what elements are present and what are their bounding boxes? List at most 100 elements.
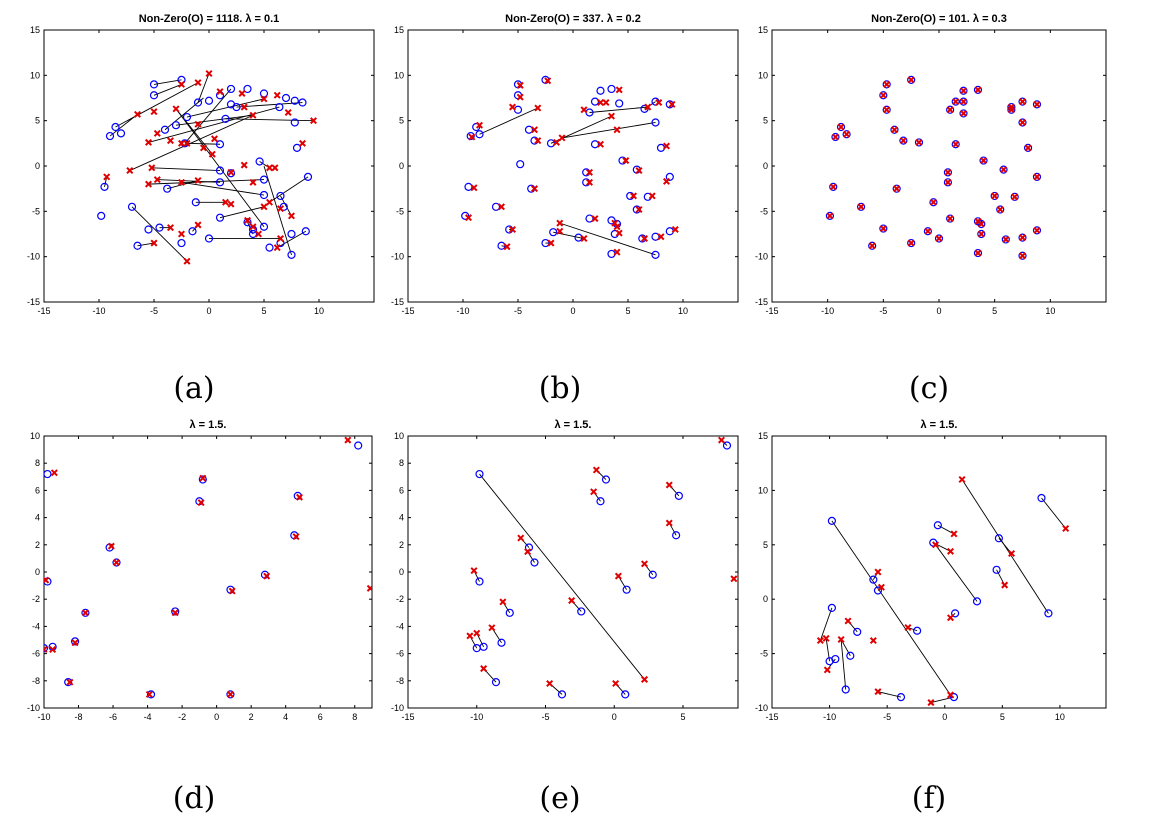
x-tick-label: -5 <box>879 306 887 316</box>
x-tick-label: 5 <box>1000 712 1005 722</box>
data-point-circle <box>827 516 836 525</box>
data-point-cross <box>585 178 594 186</box>
data-point-circle <box>524 125 534 134</box>
panel-title: Non-Zero(O) = 337. λ = 0.2 <box>505 13 641 25</box>
data-point-circle <box>204 234 214 243</box>
data-point-cross <box>66 678 74 686</box>
data-point-cross <box>468 133 476 141</box>
match-line <box>935 544 978 602</box>
data-point-circle <box>64 678 73 687</box>
data-point-cross <box>585 168 594 176</box>
axes-frame <box>43 29 375 303</box>
panel-caption: (f) <box>912 781 947 816</box>
data-point-cross <box>1001 581 1009 589</box>
data-point-circle <box>951 97 960 106</box>
data-point-circle <box>479 642 488 651</box>
data-point-cross <box>112 558 121 566</box>
data-point-cross <box>640 675 649 683</box>
match-line <box>819 607 833 641</box>
data-point-cross <box>150 108 158 116</box>
data-point-cross <box>959 98 968 106</box>
data-point-circle <box>972 597 982 606</box>
y-tick-label: -5 <box>396 206 404 216</box>
data-point-cross <box>153 176 161 184</box>
data-point-cross <box>568 597 576 605</box>
data-point-circle <box>846 651 855 660</box>
x-tick-label: -15 <box>37 306 50 316</box>
data-point-circle <box>882 105 891 114</box>
data-point-cross <box>893 185 901 193</box>
data-point-cross <box>648 192 656 200</box>
data-point-circle <box>959 109 968 118</box>
y-tick-label: -2 <box>32 594 40 604</box>
panel-a: -15 -10 -5 0 5 10 -15 -10 -5 0 5 10 15 Non-Zero(O) = … <box>27 13 375 406</box>
data-point-circle <box>116 129 126 138</box>
data-point-circle <box>585 214 594 223</box>
data-point-circle <box>873 586 883 595</box>
data-point-cross <box>516 81 524 89</box>
data-point-circle <box>951 140 960 149</box>
data-point-cross <box>276 235 285 243</box>
y-tick-label: 0 <box>399 567 404 577</box>
data-point-cross <box>874 568 882 576</box>
data-point-circle <box>182 112 192 122</box>
match-line <box>184 88 232 144</box>
data-point-cross <box>199 144 208 152</box>
data-point-circle <box>914 138 924 147</box>
data-point-cross <box>166 224 175 232</box>
data-point-cross <box>133 110 142 118</box>
data-point-cross <box>238 89 246 97</box>
y-tick-label: -15 <box>391 297 404 307</box>
data-point-circle <box>491 202 501 211</box>
y-tick-label: 0 <box>763 594 768 604</box>
data-point-cross <box>655 99 663 107</box>
y-tick-label: 15 <box>394 25 404 35</box>
data-point-circle <box>491 678 501 687</box>
x-tick-label: 5 <box>680 712 685 722</box>
y-tick-label: 15 <box>30 25 40 35</box>
data-point-cross <box>194 79 202 87</box>
data-point-cross <box>944 178 952 186</box>
data-point-cross <box>475 121 484 129</box>
data-point-cross <box>240 103 248 111</box>
data-point-cross <box>944 168 952 176</box>
y-tick-label: 0 <box>763 161 768 171</box>
y-tick-label: 4 <box>35 513 40 523</box>
data-point-cross <box>284 108 292 117</box>
panel-title: Non-Zero(O) = 1118. λ = 0.1 <box>139 13 280 25</box>
x-tick-label: -8 <box>75 712 83 722</box>
data-point-cross <box>126 167 134 175</box>
data-point-cross <box>640 235 649 243</box>
data-point-circle <box>973 248 983 258</box>
match-line <box>109 113 138 137</box>
data-point-cross <box>194 176 202 185</box>
plot-area <box>44 436 372 699</box>
data-point-cross <box>611 219 619 227</box>
data-point-cross <box>947 547 955 555</box>
data-point-circle <box>929 198 938 207</box>
data-point-cross <box>547 239 555 247</box>
data-point-circle <box>977 219 986 229</box>
data-point-cross <box>103 173 111 181</box>
data-point-cross <box>890 126 898 134</box>
y-tick-label: -4 <box>396 621 404 631</box>
data-point-cross <box>869 637 877 645</box>
match-line <box>236 102 303 108</box>
data-point-cross <box>717 436 726 444</box>
match-line <box>186 98 265 118</box>
data-point-circle <box>601 475 611 484</box>
data-point-cross <box>216 88 224 96</box>
data-point-cross <box>1007 106 1015 114</box>
y-tick-label: 2 <box>399 540 404 550</box>
x-tick-label: -15 <box>765 712 778 722</box>
match-line <box>197 73 210 103</box>
plot-area <box>466 436 738 699</box>
data-point-cross <box>50 469 58 477</box>
data-point-circle <box>193 98 203 107</box>
data-point-circle <box>1037 493 1046 503</box>
y-tick-label: 5 <box>763 116 768 126</box>
data-point-circle <box>607 84 616 94</box>
data-point-cross <box>837 635 845 643</box>
y-tick-label: -10 <box>27 252 40 262</box>
y-tick-label: -10 <box>755 252 768 262</box>
